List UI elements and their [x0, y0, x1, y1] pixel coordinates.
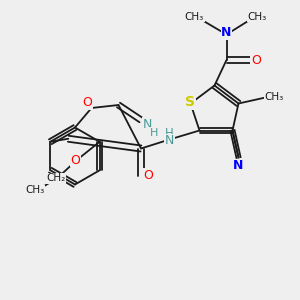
- Text: O: O: [82, 96, 92, 109]
- Text: S: S: [185, 95, 196, 109]
- Text: N: N: [165, 134, 174, 148]
- Text: CH₃: CH₃: [26, 185, 45, 195]
- Text: N: N: [233, 159, 244, 172]
- Text: CH₃: CH₃: [248, 11, 267, 22]
- Text: CH₃: CH₃: [264, 92, 284, 103]
- Text: N: N: [221, 26, 232, 40]
- Text: H: H: [165, 127, 174, 140]
- Text: O: O: [144, 169, 153, 182]
- Text: CH₂: CH₂: [46, 173, 66, 183]
- Text: N: N: [142, 118, 152, 131]
- Text: O: O: [71, 154, 81, 167]
- Text: O: O: [251, 53, 261, 67]
- Text: H: H: [149, 128, 158, 138]
- Text: CH₃: CH₃: [185, 11, 204, 22]
